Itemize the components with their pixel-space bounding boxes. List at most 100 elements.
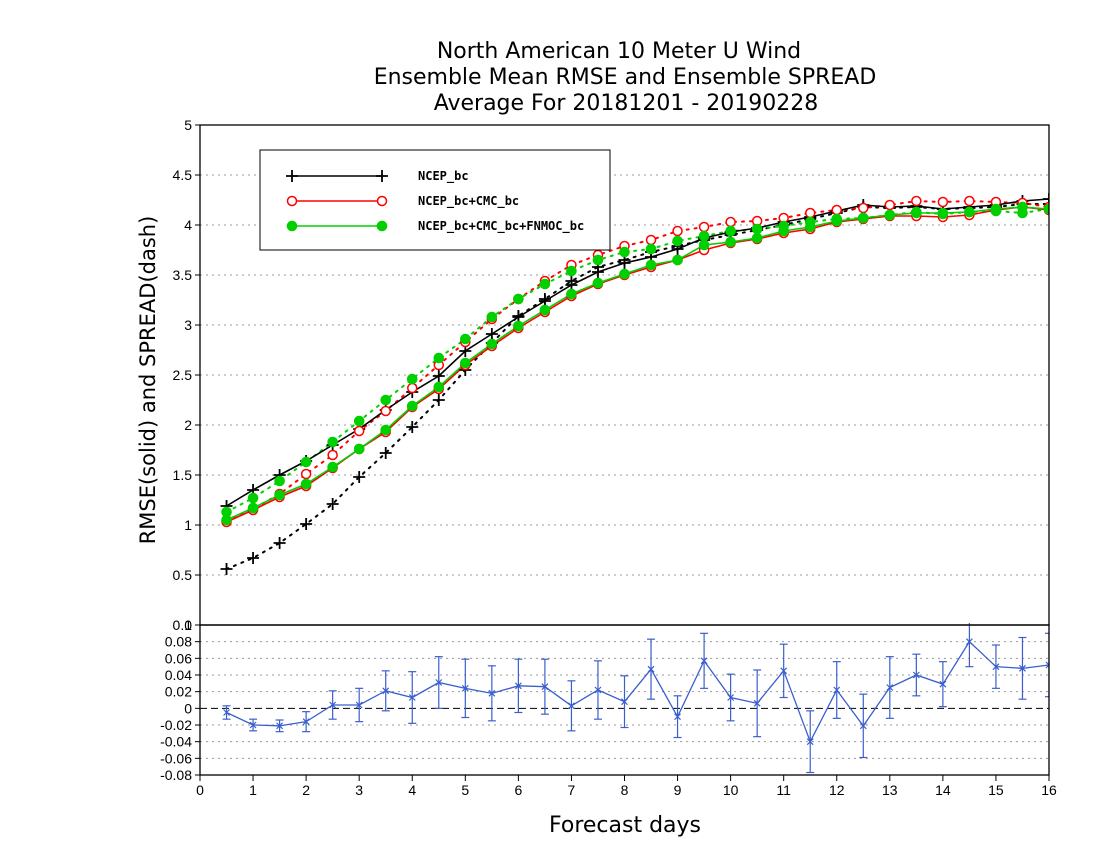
cross-marker bbox=[355, 701, 363, 709]
filled-circle-marker bbox=[911, 207, 922, 219]
filled-circle-marker bbox=[804, 221, 816, 233]
x-tick-label: 8 bbox=[621, 782, 629, 798]
top-y-tick-label: 1 bbox=[184, 517, 192, 533]
cross-marker bbox=[223, 709, 230, 716]
x-tick-label: 5 bbox=[461, 782, 469, 798]
filled-circle-marker bbox=[857, 212, 869, 224]
x-tick-label: 0 bbox=[196, 782, 204, 798]
x-tick-label: 15 bbox=[988, 782, 1004, 798]
filled-circle-marker bbox=[327, 461, 338, 473]
bottom-series-layer bbox=[222, 623, 1049, 774]
open-circle-marker bbox=[725, 216, 736, 228]
plus-marker bbox=[220, 563, 233, 575]
bottom-y-tick-label: 0.04 bbox=[165, 667, 192, 683]
open-circle-marker bbox=[911, 195, 922, 207]
top-series-layer bbox=[220, 193, 1049, 575]
filled-circle-marker bbox=[645, 259, 657, 271]
cross-marker bbox=[488, 689, 496, 697]
filled-circle-marker bbox=[619, 246, 630, 258]
filled-circle-marker bbox=[327, 436, 338, 448]
filled-circle-marker bbox=[460, 333, 471, 345]
filled-circle-marker bbox=[566, 265, 577, 277]
open-circle-marker bbox=[380, 405, 391, 417]
spread-line bbox=[225, 203, 1049, 570]
legend-label: NCEP_bc+CMC_bc bbox=[418, 194, 519, 209]
open-circle-marker bbox=[407, 382, 418, 394]
plus-marker bbox=[300, 518, 313, 530]
filled-circle-marker bbox=[353, 415, 365, 427]
top-y-tick-label: 3 bbox=[184, 317, 192, 333]
top-y-tick-label: 1.5 bbox=[173, 467, 193, 483]
plus-marker bbox=[273, 537, 286, 549]
filled-circle-marker bbox=[964, 206, 975, 218]
filled-circle-marker bbox=[725, 236, 736, 248]
filled-circle-marker bbox=[486, 338, 498, 350]
bottom-y-tick-label: -0.02 bbox=[160, 717, 192, 733]
plus-marker bbox=[326, 498, 339, 510]
y-axis-label: RMSE(solid) and SPREAD(dash) bbox=[136, 216, 160, 545]
cross-marker bbox=[461, 684, 469, 692]
cross-marker bbox=[1019, 664, 1026, 672]
filled-circle-marker bbox=[221, 514, 232, 526]
bottom-y-tick-label: 0.08 bbox=[165, 634, 192, 650]
open-circle-marker bbox=[884, 199, 896, 211]
open-circle-marker bbox=[286, 195, 298, 207]
filled-circle-marker bbox=[513, 320, 524, 332]
cross-marker bbox=[594, 686, 602, 694]
bottom-y-tick-label: 0.06 bbox=[165, 650, 192, 666]
filled-circle-marker bbox=[1017, 201, 1028, 213]
x-tick-label: 9 bbox=[674, 782, 682, 798]
cross-marker bbox=[435, 679, 443, 686]
cross-marker bbox=[382, 687, 390, 695]
x-tick-label: 3 bbox=[355, 782, 363, 798]
chart-title-line-2: Ensemble Mean RMSE and Ensemble SPREAD bbox=[374, 65, 877, 90]
open-circle-marker bbox=[300, 468, 312, 480]
cross-marker bbox=[753, 699, 761, 707]
cross-marker bbox=[912, 671, 920, 679]
cross-marker bbox=[859, 722, 867, 730]
open-circle-marker bbox=[376, 195, 388, 207]
cross-marker bbox=[992, 663, 1000, 671]
x-tick-label: 11 bbox=[776, 782, 791, 798]
filled-circle-marker bbox=[274, 475, 285, 487]
cross-marker bbox=[700, 657, 708, 665]
filled-circle-marker bbox=[433, 352, 445, 364]
filled-circle-marker bbox=[486, 311, 498, 323]
filled-circle-marker bbox=[698, 230, 710, 242]
legend: NCEP_bc NCEP_bc+CMC_bc NCEP_bc+CMC_bc+FNMO… bbox=[259, 149, 611, 251]
plus-marker bbox=[618, 257, 631, 269]
x-tick-label: 4 bbox=[408, 782, 416, 798]
filled-circle-marker bbox=[406, 373, 418, 385]
filled-circle-marker bbox=[406, 400, 418, 412]
filled-circle-marker bbox=[274, 489, 285, 501]
cross-marker bbox=[329, 701, 337, 709]
filled-circle-marker bbox=[380, 424, 392, 436]
rmse-spread-panel: 0 0.5 1 1.5 2 2.5 3 3.5 4 4.5 5 bbox=[173, 117, 1050, 633]
filled-circle-marker bbox=[247, 492, 259, 504]
filled-circle-marker bbox=[698, 239, 710, 251]
filled-circle-marker bbox=[672, 235, 683, 247]
chart-title-line-1: North American 10 Meter U Wind bbox=[437, 39, 801, 64]
spread-line bbox=[225, 208, 1049, 513]
filled-circle-marker bbox=[539, 278, 551, 290]
top-y-tick-label: 0.5 bbox=[173, 567, 193, 583]
rmse-line bbox=[226, 206, 1049, 521]
x-tick-label: 13 bbox=[882, 782, 898, 798]
plus-marker bbox=[286, 170, 298, 182]
open-circle-marker bbox=[858, 202, 869, 214]
plus-marker bbox=[1043, 193, 1049, 205]
cross-marker bbox=[727, 694, 735, 701]
plus-marker bbox=[376, 170, 388, 182]
plus-marker bbox=[353, 471, 366, 483]
x-tick-label: 10 bbox=[723, 782, 739, 798]
rmse-line bbox=[226, 206, 1049, 523]
filled-circle-marker bbox=[884, 209, 896, 221]
filled-circle-marker bbox=[300, 456, 312, 468]
cross-marker bbox=[514, 682, 522, 690]
cross-marker bbox=[806, 738, 814, 746]
open-circle-marker bbox=[804, 207, 816, 219]
filled-circle-marker bbox=[645, 243, 657, 255]
